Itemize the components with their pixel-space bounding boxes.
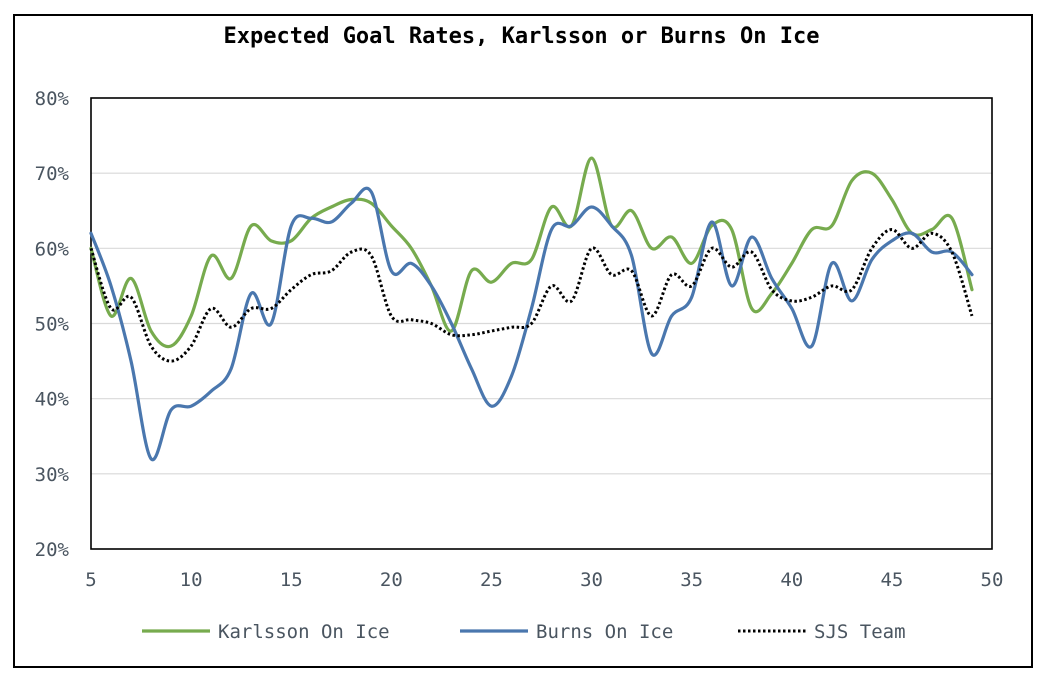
chart-title: Expected Goal Rates, Karlsson or Burns O… bbox=[223, 24, 820, 49]
x-tick-label: 25 bbox=[480, 569, 503, 591]
y-tick-label: 70% bbox=[35, 163, 70, 185]
x-tick-label: 5 bbox=[85, 569, 96, 591]
series-line-karlsson-on-ice bbox=[89, 156, 974, 349]
x-tick-label: 30 bbox=[580, 569, 603, 591]
legend-label-burns-on-ice: Burns On Ice bbox=[536, 621, 673, 643]
plot-area-border bbox=[90, 97, 993, 550]
y-tick-label: 60% bbox=[35, 238, 70, 260]
x-tick-label: 35 bbox=[680, 569, 703, 591]
y-tick-label: 30% bbox=[35, 464, 70, 486]
x-tick-label: 40 bbox=[780, 569, 803, 591]
legend-label-sjs-team: SJS Team bbox=[814, 621, 906, 643]
y-tick-label: 50% bbox=[35, 314, 70, 336]
x-tick-label: 10 bbox=[180, 569, 203, 591]
x-tick-label: 45 bbox=[880, 569, 903, 591]
legend-label-karlsson-on-ice: Karlsson On Ice bbox=[218, 621, 390, 643]
series-line-burns-on-ice bbox=[89, 186, 974, 462]
x-tick-label: 50 bbox=[981, 569, 1004, 591]
x-tick-label: 20 bbox=[380, 569, 403, 591]
series-line-sjs-team bbox=[89, 228, 974, 363]
y-tick-label: 20% bbox=[35, 539, 70, 561]
y-tick-label: 40% bbox=[35, 389, 70, 411]
y-tick-label: 80% bbox=[35, 88, 70, 110]
x-tick-label: 15 bbox=[280, 569, 303, 591]
